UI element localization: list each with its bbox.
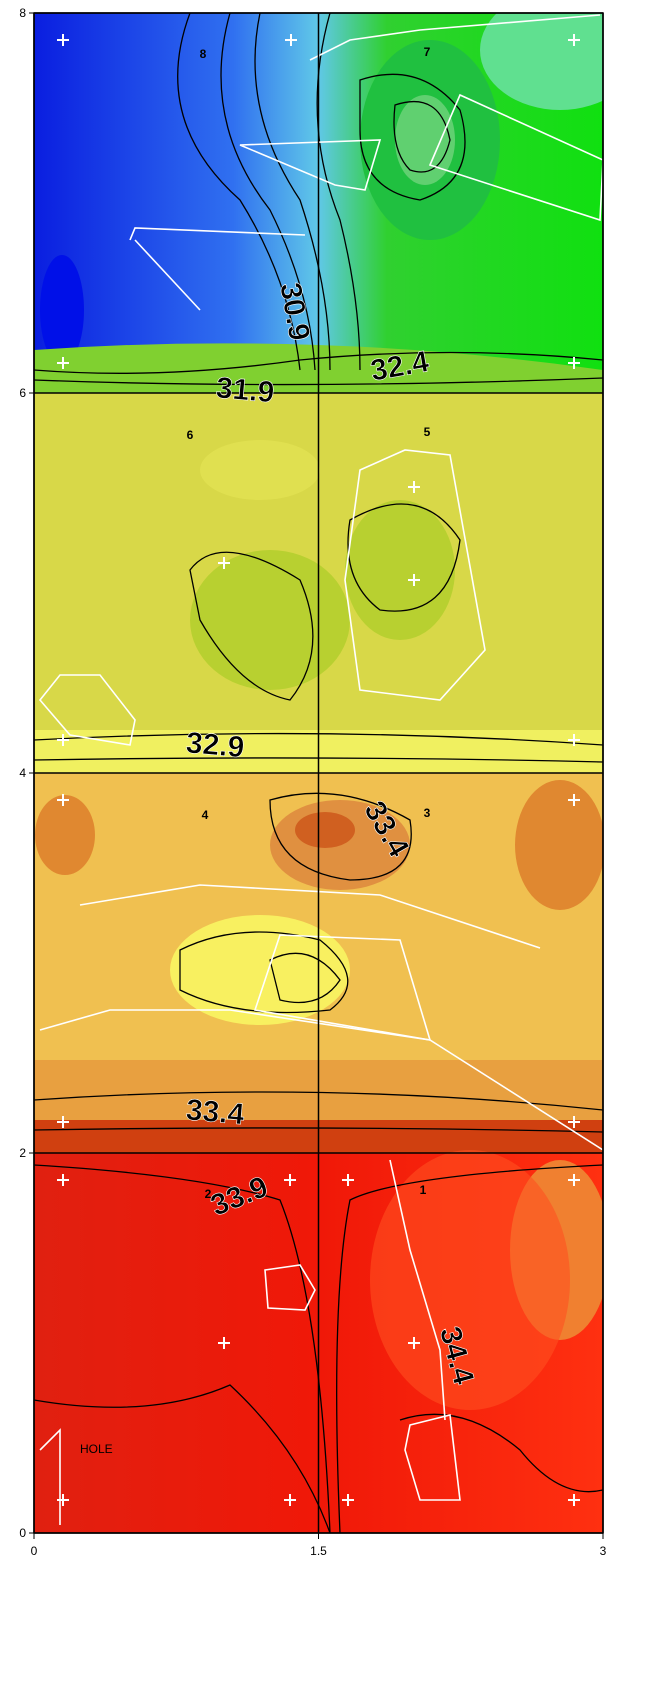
- zone-label: 3: [424, 806, 431, 820]
- zone-label: 1: [420, 1183, 427, 1197]
- sample-markers: [57, 34, 580, 1506]
- y-tick-label: 6: [19, 386, 26, 400]
- zone-label: 6: [187, 428, 194, 442]
- zone-label: 2: [205, 1187, 212, 1201]
- contour-fill: [34, 13, 603, 1533]
- y-tick-label: 0: [19, 1526, 26, 1540]
- zone-label: 4: [202, 808, 209, 822]
- y-tick-label: 8: [19, 6, 26, 20]
- zone-label: 5: [424, 425, 431, 439]
- y-tick-label: 2: [19, 1146, 26, 1160]
- survey-lines: [38, 14, 604, 1525]
- contour-label: 33.4: [185, 1093, 246, 1131]
- annotation: HOLE: [80, 1442, 113, 1456]
- y-tick-label: 4: [19, 766, 26, 780]
- zone-label: 7: [424, 45, 431, 59]
- contour-label: 31.9: [215, 371, 276, 409]
- x-tick-label: 1.5: [310, 1544, 327, 1558]
- zone-label: 8: [200, 47, 207, 61]
- x-tick-label: 0: [31, 1544, 38, 1558]
- x-tick-label: 3: [600, 1544, 607, 1558]
- contour-label: 32.9: [185, 726, 246, 764]
